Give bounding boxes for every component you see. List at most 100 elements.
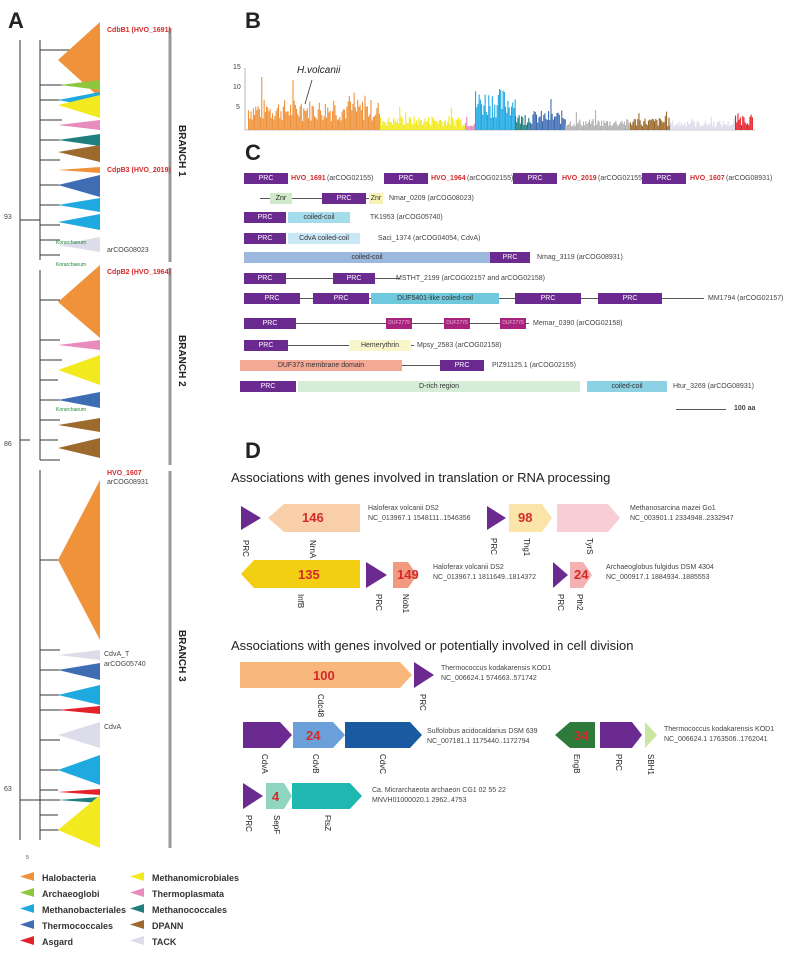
legend-swatch (130, 920, 144, 929)
profile-bar (557, 112, 559, 130)
profile-bar (366, 106, 368, 130)
profile-bar (698, 123, 700, 130)
profile-bar (700, 126, 702, 130)
profile-bar (646, 125, 648, 130)
profile-bar (689, 123, 691, 130)
profile-bar (609, 121, 611, 130)
heading-translation: Associations with genes involved in tran… (231, 470, 611, 485)
profile-bar (420, 119, 422, 130)
tree-label-hvo1607: HVO_1607 (107, 470, 142, 477)
g6-locus: NC_007181.1 1175440..1172794 (427, 738, 530, 745)
profile-bar (357, 99, 359, 130)
profile-bar (751, 117, 753, 130)
profile-bar (338, 119, 340, 130)
profile-bar (442, 125, 444, 130)
profile-bar (369, 114, 371, 130)
row2-label: TK1953 (arCOG05740) (370, 214, 443, 221)
profile-bar (660, 118, 662, 130)
g7-engb-label: EngB (572, 754, 581, 774)
g1-prc-label: PRC (241, 540, 250, 557)
g8-ftsz-arrow (292, 783, 362, 809)
g2-number: 98 (518, 510, 533, 525)
row5-prc-1: PRC (244, 273, 286, 284)
profile-bar (275, 110, 277, 130)
row2-coiled-coil: coiled-coil (288, 212, 350, 223)
profile-bar (621, 120, 623, 130)
profile-bar (305, 111, 307, 130)
tree-label-korarchaeum-2: Korarchaeum (56, 262, 87, 268)
profile-bar (684, 122, 686, 130)
legend-label: Methanobacteriales (42, 905, 127, 915)
profile-bar (631, 124, 633, 130)
profile-bar (710, 116, 712, 130)
g8-sepf-arrow (266, 783, 292, 809)
profile-bar (747, 123, 749, 130)
profile-bar (531, 123, 533, 130)
profile-bar (278, 104, 280, 130)
profile-bar (339, 117, 341, 130)
profile-bar (569, 121, 571, 130)
profile-bar (677, 125, 679, 130)
profile-bar (254, 114, 256, 130)
profile-bar (344, 109, 346, 130)
profile-bar (494, 104, 496, 130)
profile-bar (721, 126, 723, 130)
profile-bar (743, 117, 745, 130)
profile-bar (538, 117, 540, 130)
profile-bar (365, 106, 367, 130)
profile-bar (332, 111, 334, 130)
profile-bar (405, 112, 407, 130)
row1-label: Nmar_0209 (arCOG08023) (389, 195, 474, 202)
profile-bar (597, 120, 599, 130)
profile-bar (633, 119, 635, 130)
profile-bar (615, 120, 617, 130)
profile-bar (505, 106, 507, 130)
profile-bar (749, 116, 751, 130)
g4-pth2-arrow (570, 562, 592, 588)
row0-hvo1964: HVO_1964 (431, 175, 466, 182)
g3-organism: Haloferax volcanii DS2 (433, 564, 504, 571)
profile-bar (378, 113, 380, 130)
profile-bar (638, 113, 640, 130)
g6-cdvb-arrow (293, 722, 345, 748)
legend-swatch (20, 872, 34, 881)
profile-bar (429, 123, 431, 130)
profile-bar (380, 117, 382, 130)
profile-bar (586, 123, 588, 130)
bootstrap-63: 63 (4, 786, 12, 793)
profile-bar (438, 120, 440, 130)
profile-bar (715, 126, 717, 130)
profile-bar (672, 120, 674, 130)
profile-bar (484, 94, 486, 130)
heading-cell-division: Associations with genes involved or pote… (231, 638, 634, 653)
profile-bar (279, 118, 281, 130)
legend-item-archaeoglobi: Archaeoglobi (20, 884, 100, 902)
g1-number: 146 (302, 510, 324, 525)
profile-bar (725, 123, 727, 130)
profile-bar (625, 125, 627, 130)
profile-bar (497, 95, 499, 130)
profile-bar (572, 126, 574, 130)
profile-bar (384, 122, 386, 130)
profile-bar (267, 107, 269, 130)
profile-bar (593, 126, 595, 130)
row5-prc-2: PRC (333, 273, 375, 284)
profile-bar (430, 125, 432, 130)
profile-bar (515, 116, 517, 130)
row3-cdva-coiled-coil: CdvA coiled-coil (288, 233, 360, 244)
profile-bar (676, 123, 678, 130)
profile-bar (528, 117, 530, 130)
profile-bar (578, 121, 580, 130)
profile-bar (682, 125, 684, 130)
g1-gene-label: NrnA (308, 540, 317, 559)
profile-bar (476, 107, 478, 130)
row7-label: Memar_0390 (arCOG02158) (533, 320, 623, 327)
profile-bar (477, 104, 479, 130)
profile-bar (564, 119, 566, 130)
legend-item-methanococcales: Methanococcales (130, 900, 227, 918)
profile-bar (617, 125, 619, 130)
g5-cdc48-label: Cdc48 (316, 694, 325, 718)
profile-bar (735, 115, 737, 130)
profile-bar (293, 100, 295, 130)
profile-bar (521, 116, 523, 130)
